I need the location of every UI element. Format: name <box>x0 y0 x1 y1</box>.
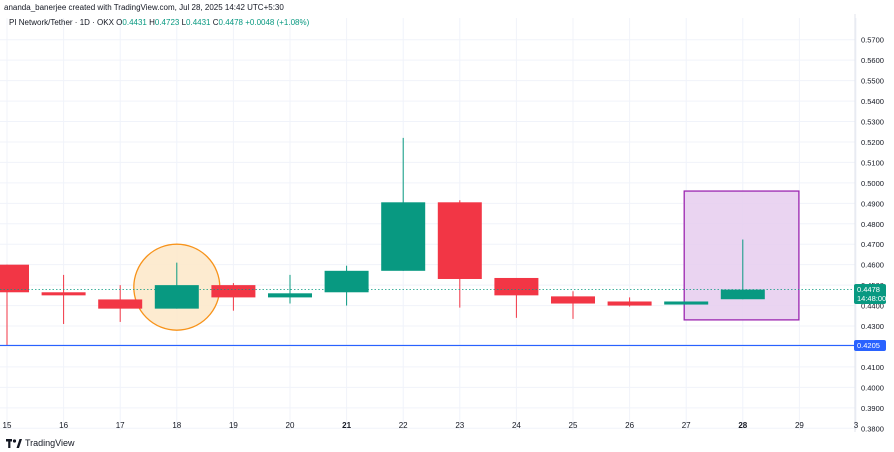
chart-lines <box>0 289 855 347</box>
price-tick-label: 0.4400 <box>861 302 884 311</box>
candle-body[interactable] <box>154 285 199 309</box>
price-tick-label: 0.5000 <box>861 179 884 188</box>
chart-creator-note: ananda_banerjee created with TradingView… <box>4 3 284 12</box>
time-tick-label: 15 <box>3 421 12 430</box>
price-tick-label: 0.5600 <box>861 56 884 65</box>
low-label: L <box>181 18 187 27</box>
candle-body[interactable] <box>664 301 709 305</box>
open-value: 0.4431 <box>122 18 147 27</box>
price-tick-label: 0.5300 <box>861 118 884 127</box>
price-tick-label: 0.4600 <box>861 261 884 270</box>
tradingview-logo-icon <box>6 438 22 448</box>
candle-body[interactable] <box>437 202 482 279</box>
price-tick-label: 0.5200 <box>861 138 884 147</box>
time-tick-label: 29 <box>795 421 804 430</box>
candle-body[interactable] <box>551 296 595 304</box>
time-tick-label: 24 <box>512 421 521 430</box>
high-value: 0.4723 <box>154 18 180 27</box>
change-value: +0.0048 (+1.08%) <box>245 18 310 27</box>
candle-body[interactable] <box>0 264 29 293</box>
price-tick-label: 0.4300 <box>861 322 884 331</box>
price-tick-label: 0.4900 <box>861 199 884 208</box>
candle-body[interactable] <box>41 292 86 296</box>
price-tick-label: 0.5100 <box>861 158 884 167</box>
current-price-tag: 0.4478 14:48:00 <box>854 283 887 304</box>
horizontal-line-price-tag: 0.4205 <box>854 339 886 351</box>
candles <box>0 137 765 346</box>
time-axis: 15 16 17 18 19 20 21 22 23 24 25 26 27 28 29 3 <box>3 421 859 430</box>
candle-body[interactable] <box>268 293 312 298</box>
time-tick-label: 25 <box>569 421 578 430</box>
price-tick-label: 0.5500 <box>861 77 884 86</box>
time-tick-label: 3 <box>854 421 859 430</box>
time-tick-label: 26 <box>625 421 634 430</box>
time-tick-label: 28 <box>738 421 747 430</box>
time-tick-label: 23 <box>455 421 464 430</box>
time-tick-label: 21 <box>342 421 351 430</box>
time-tick-label: 19 <box>229 421 238 430</box>
price-tick-label: 0.3900 <box>861 404 884 413</box>
time-tick-label: 16 <box>59 421 68 430</box>
price-axis: 0.5700 0.5600 0.5500 0.5400 0.5300 0.5200 0.51… <box>861 36 884 434</box>
ohlc-legend: PI Network/Tether · 1D · OKX O0.4431 H0.… <box>9 18 309 27</box>
time-tick-label: 22 <box>399 421 408 430</box>
high-label: H <box>149 18 155 27</box>
time-tick-label: 20 <box>286 421 295 430</box>
time-tick-label: 18 <box>172 421 181 430</box>
close-value: 0.4478 <box>218 18 243 27</box>
time-tick-label: 17 <box>116 421 125 430</box>
open-label: O <box>116 18 123 27</box>
current-price-value: 0.4478 <box>857 284 880 294</box>
price-tick-label: 0.4800 <box>861 220 884 229</box>
bar-countdown: 14:48:00 <box>857 293 887 303</box>
candle-body[interactable] <box>381 202 426 271</box>
tradingview-brand: TradingView <box>25 438 75 448</box>
tradingview-logo[interactable]: TradingView <box>6 438 75 448</box>
candle-body[interactable] <box>324 270 369 293</box>
close-label: C <box>212 18 219 27</box>
symbol-title[interactable]: PI Network/Tether · 1D · OKX <box>9 18 114 27</box>
price-tick-label: 0.3800 <box>861 424 884 433</box>
candle-body[interactable] <box>98 299 143 309</box>
candle-body[interactable] <box>720 289 765 300</box>
highlight-box[interactable] <box>683 190 800 321</box>
candle-body[interactable] <box>211 285 256 298</box>
candle-body[interactable] <box>494 277 539 296</box>
price-tick-label: 0.4100 <box>861 363 884 372</box>
price-tick-label: 0.4700 <box>861 240 884 249</box>
time-tick-label: 27 <box>682 421 691 430</box>
price-tick-label: 0.5400 <box>861 97 884 106</box>
candle-body[interactable] <box>607 301 652 306</box>
low-value: 0.4431 <box>186 18 211 27</box>
price-tick-label: 0.4000 <box>861 383 884 392</box>
price-tick-label: 0.5700 <box>861 36 884 45</box>
